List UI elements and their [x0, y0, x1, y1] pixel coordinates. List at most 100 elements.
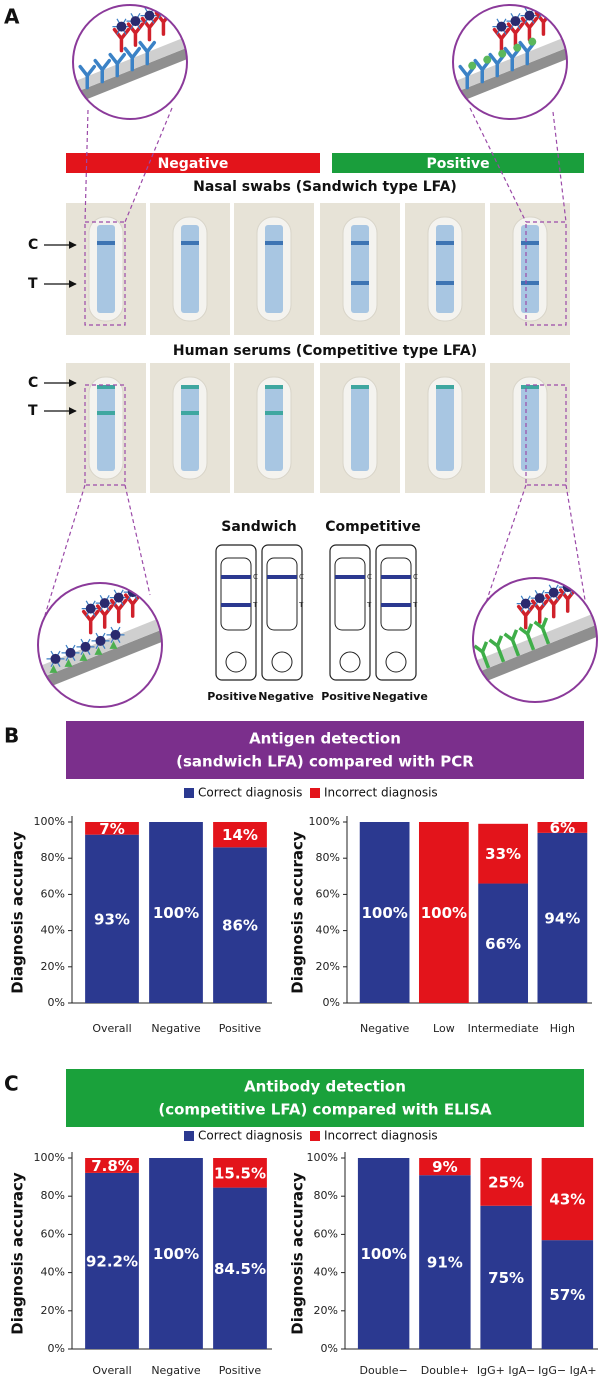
antibody — [109, 598, 128, 624]
zoom-line — [124, 484, 151, 596]
nanoparticle — [144, 10, 155, 21]
x-tick-label: Negative — [151, 1364, 201, 1377]
antibody — [492, 27, 511, 53]
y-tick-label: 0% — [48, 996, 65, 1009]
bar-segment — [480, 1158, 532, 1206]
strip-band — [521, 281, 539, 285]
y-tick-label: 80% — [41, 1189, 65, 1202]
strip-c: C — [253, 573, 258, 581]
antigen — [483, 55, 492, 64]
y-tick-label: 100% — [34, 815, 65, 828]
bar-segment — [85, 822, 139, 835]
strip-c: C — [367, 573, 372, 581]
spike — [132, 584, 138, 593]
strip-t: T — [252, 601, 258, 609]
strip-band — [181, 385, 199, 389]
nanoparticle — [50, 653, 61, 664]
bar-segment — [541, 1158, 594, 1241]
t-label: T — [28, 276, 38, 292]
value-label: 100% — [421, 904, 467, 922]
positive-bar — [332, 153, 584, 173]
bar-segment — [419, 1158, 471, 1176]
antibody — [473, 641, 491, 669]
strip-band — [436, 281, 454, 285]
y-tick-label: 40% — [41, 1266, 65, 1279]
test-strip — [265, 225, 283, 313]
test-strip — [97, 385, 115, 471]
zoom-line — [565, 484, 586, 601]
antigen — [468, 61, 477, 70]
zoom-line — [44, 484, 86, 616]
strip-label: Positive — [207, 690, 257, 703]
value-label: 66% — [485, 935, 521, 953]
test-strip — [351, 225, 369, 313]
window — [266, 557, 298, 631]
test-strip — [181, 225, 199, 313]
test-line — [381, 603, 411, 607]
panel-label: A — [4, 5, 20, 29]
sample-well — [225, 651, 247, 673]
nanoparticle — [99, 598, 110, 609]
strip-band — [97, 241, 115, 245]
membrane — [38, 629, 162, 692]
nanoparticle — [548, 587, 559, 598]
y-tick-label: 40% — [41, 924, 65, 937]
nanoparticle — [496, 21, 507, 32]
antibody — [530, 599, 549, 624]
antigen — [64, 658, 73, 667]
antigen — [513, 43, 522, 52]
membrane — [453, 47, 567, 105]
antibody — [520, 16, 539, 42]
antibody — [488, 635, 506, 663]
nanoparticle — [65, 647, 76, 658]
panel-label: B — [4, 724, 19, 748]
test-strip — [436, 225, 454, 313]
legend-label: Correct diagnosis — [198, 786, 302, 800]
value-label: 86% — [222, 917, 258, 935]
test-strip — [436, 385, 454, 471]
test-line — [221, 603, 251, 607]
y-tick-label: 40% — [314, 1266, 338, 1279]
value-label: 57% — [549, 1286, 585, 1304]
bar-segment — [213, 1187, 267, 1349]
y-axis-title: Diagnosis accuracy — [289, 1172, 307, 1335]
value-label: 75% — [488, 1269, 524, 1287]
strip-label: Negative — [258, 690, 314, 703]
value-label: 100% — [153, 1245, 199, 1263]
spike — [538, 5, 544, 11]
value-label: 91% — [427, 1254, 463, 1272]
bar-segment — [480, 1205, 532, 1349]
window — [334, 557, 366, 631]
y-tick-label: 60% — [41, 1227, 65, 1240]
membrane — [473, 624, 597, 687]
antibody — [112, 27, 131, 53]
window — [380, 557, 412, 631]
control-line — [267, 575, 297, 579]
test-strip — [521, 385, 539, 471]
value-label: 94% — [544, 909, 580, 927]
c-label: C — [28, 375, 38, 391]
legend-swatch — [184, 788, 194, 798]
test-strip — [351, 385, 369, 471]
y-tick-label: 80% — [314, 1189, 338, 1202]
banner-text: Antigen detection — [249, 730, 401, 748]
bar-segment — [359, 822, 410, 1003]
strip-band — [521, 241, 539, 245]
legend-swatch — [310, 1131, 320, 1141]
control-line — [381, 575, 411, 579]
x-tick-label: Overall — [92, 1022, 131, 1035]
nanoparticle — [524, 10, 535, 21]
bar-segment — [418, 822, 469, 1003]
window — [220, 557, 252, 631]
y-tick-label: 0% — [48, 1342, 65, 1355]
spike — [567, 579, 573, 588]
strip-t: T — [366, 601, 372, 609]
value-label: 100% — [360, 1245, 406, 1263]
competitive-title: Competitive — [325, 519, 421, 535]
value-label: 33% — [485, 845, 521, 863]
sample-well — [385, 651, 407, 673]
legend-swatch — [184, 1131, 194, 1141]
test-strip — [181, 385, 199, 471]
nanoparticle — [130, 16, 141, 27]
